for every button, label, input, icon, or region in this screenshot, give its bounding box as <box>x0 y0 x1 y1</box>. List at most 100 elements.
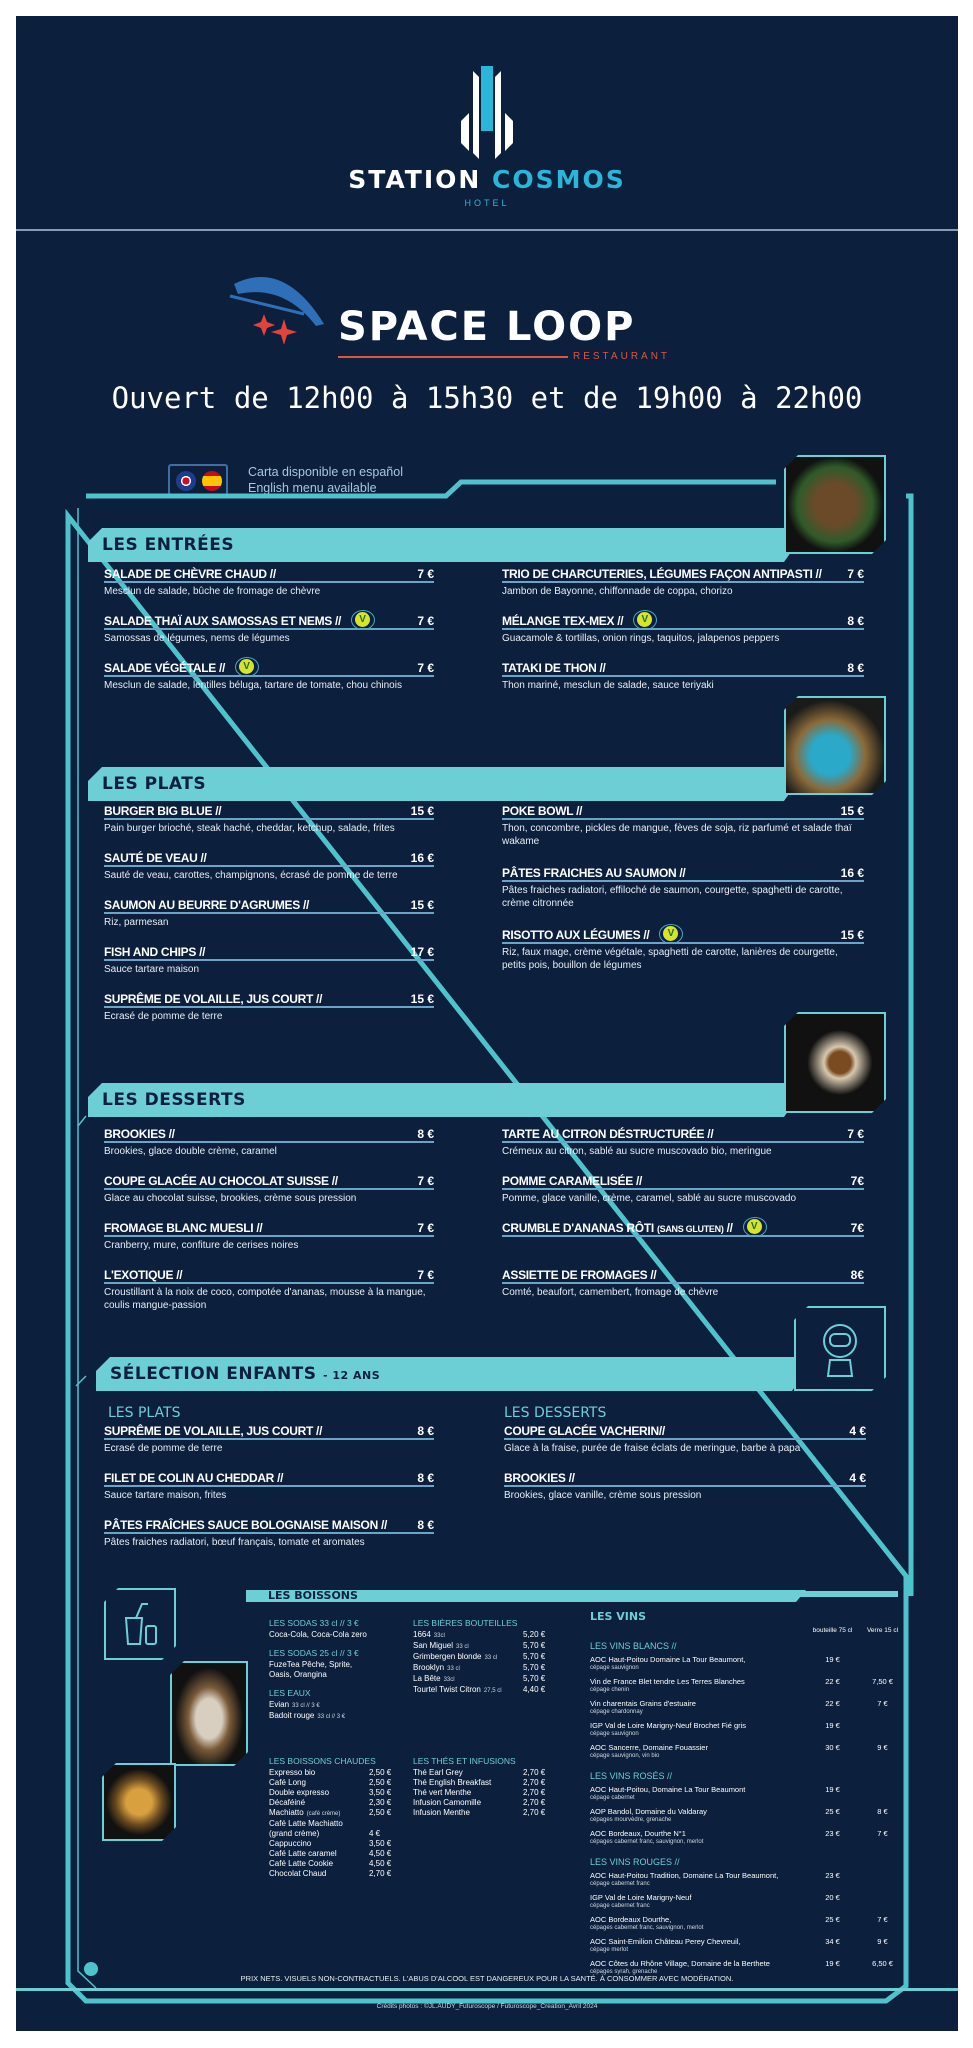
burger-photo <box>784 696 886 795</box>
spain-flag-icon <box>202 471 222 491</box>
drink-item: Badoit rouge 33 cl // 3 € <box>269 1711 399 1722</box>
menu-item-suffix: // <box>726 1221 733 1235</box>
drink-name-text: FuzeTea Pêche, Sprite, <box>269 1660 353 1669</box>
restaurant-name: SPACE LOOP <box>338 304 636 350</box>
menu-item-name: SALADE VÉGÉTALE // <box>104 661 225 675</box>
menu-item: TATAKI DE THON // 8 € Thon mariné, mesclun… <box>502 659 864 706</box>
menu-item: L'EXOTIQUE // 7 € Croustillant à la noix d… <box>104 1266 434 1313</box>
drink-size: 27,5 cl <box>483 1688 502 1694</box>
entrees-left-column: SALADE DE CHÈVRE CHAUD // 7 € Mesclun de s… <box>104 565 434 706</box>
drink-size: 33 cl <box>456 1644 469 1650</box>
menu-item: SALADE DE CHÈVRE CHAUD // 7 € Mesclun de s… <box>104 565 434 612</box>
drink-name: Double expresso <box>269 1788 365 1798</box>
menu-item-header: TARTE AU CITRON DÉSTRUCTURÉE // 7 € <box>502 1125 864 1143</box>
wine-name: AOC Bordeaux Dourthe, <box>590 1915 672 1924</box>
menu-item-title: FISH AND CHIPS // <box>104 945 206 959</box>
menu-item-name: SALADE DE CHÈVRE CHAUD // <box>104 567 276 581</box>
drink-name-text: Machiatto <box>269 1808 304 1817</box>
wine-item: AOC Côtes du Rhône Village, Domaine de l… <box>590 1959 905 1981</box>
menu-item-title: L'EXOTIQUE // <box>104 1268 183 1282</box>
drink-price: 5,70 € <box>523 1652 546 1661</box>
wine-name-block: AOC Bordeaux, Dourthe N°1 cépages caberne… <box>590 1829 805 1851</box>
menu-item-description: Sauté de veau, carottes, champignons, éc… <box>104 870 398 881</box>
drink-price: 2,30 € <box>369 1798 392 1807</box>
wine-name: Vin de France Blet tendre Les Terres Bla… <box>590 1677 745 1686</box>
drinks-category-title: LES BOISSONS CHAUDES <box>269 1756 376 1766</box>
menu-item-description: Glace au chocolat suisse, brookies, crèm… <box>104 1193 357 1204</box>
drink-name: Badoit rouge 33 cl // 3 € <box>269 1711 399 1722</box>
drink-item: Double expresso 3,50 € <box>269 1788 399 1798</box>
wine-glass-price <box>860 1721 905 1743</box>
drink-item: Evian 33 cl // 3 € <box>269 1700 399 1711</box>
menu-item-header: SALADE THAÏ AUX SAMOSSAS ET NEMS // 7 € <box>104 610 434 630</box>
drink-name-text: Expresso bio <box>269 1768 316 1777</box>
menu-item-header: FROMAGE BLANC MUESLI // 7 € <box>104 1219 434 1237</box>
wine-grape: cépages syrah, grenache <box>590 1969 658 1975</box>
menu-item-price: 7 € <box>417 661 434 675</box>
wine-name-block: AOC Haut-Poitou, Domaine La Tour Beaumon… <box>590 1785 805 1807</box>
menu-item-header: ASSIETTE DE FROMAGES // 8€ <box>502 1266 864 1284</box>
drink-name: Infusion Menthe <box>413 1808 519 1818</box>
drink-name-text: Evian <box>269 1700 290 1709</box>
wine-glass-price: 7 € <box>877 1915 888 1924</box>
menu-item-header: POMME CARAMELISÉE // 7€ <box>502 1172 864 1190</box>
menu-item-description: Mesclun de salade, lentilles béluga, tar… <box>104 680 402 691</box>
menu-item-name: L'EXOTIQUE // <box>104 1268 183 1282</box>
menu-item-header: SUPRÊME DE VOLAILLE, JUS COURT // 8 € <box>104 1422 434 1440</box>
vegetarian-icon <box>235 657 260 677</box>
drinks-category-title: LES SODAS 25 cl // 3 € <box>269 1648 359 1658</box>
section-title: LES PLATS <box>102 774 207 794</box>
menu-item: CRUMBLE D'ANANAS RÔTI (SANS GLUTEN) // 7€ <box>502 1217 864 1266</box>
decorative-frame <box>65 479 914 2004</box>
language-note: Carta disponible en español English menu… <box>248 464 403 496</box>
wine-group-title: LES VINS ROUGES // <box>590 1857 680 1867</box>
wine-name-block: AOC Haut-Poitou Domaine La Tour Beaumont… <box>590 1655 805 1677</box>
drink-item: Thé vert Menthe 2,70 € <box>413 1788 553 1798</box>
menu-item: POMME CARAMELISÉE // 7€ Pomme, glace vanil… <box>502 1172 864 1219</box>
wine-name: AOC Côtes du Rhône Village, Domaine de l… <box>590 1959 770 1968</box>
menu-item-name: RISOTTO AUX LÉGUMES // <box>502 928 650 942</box>
menu-item-header: SAUMON AU BEURRE D'AGRUMES // 15 € <box>104 896 434 914</box>
drink-price: 2,70 € <box>523 1808 546 1817</box>
menu-item-title: POKE BOWL // <box>502 804 583 818</box>
drink-price: 4,50 € <box>369 1849 392 1858</box>
menu-item-header: SALADE DE CHÈVRE CHAUD // 7 € <box>104 565 434 583</box>
menu-item-description: Brookies, glace vanille, crème sous pres… <box>504 1490 702 1501</box>
restaurant-logo-line <box>338 356 568 358</box>
menu-item-price: 7 € <box>417 567 434 581</box>
wine-name: IGP Val de Loire Marigny-Neuf Brochet Fi… <box>590 1721 747 1730</box>
wine-item: AOC Haut-Poitou Tradition, Domaine La To… <box>590 1871 905 1893</box>
wine-glass-price: 9 € <box>877 1937 888 1946</box>
menu-item-title: COUPE GLACÉE AU CHOCOLAT SUISSE // <box>104 1174 338 1188</box>
section-title: SÉLECTION ENFANTS <box>110 1364 317 1384</box>
plats-left-column: BURGER BIG BLUE // 15 € Pain burger brioch… <box>104 802 434 1037</box>
drink-name: Machiatto (café crème) <box>269 1808 365 1819</box>
drinks-sodas-waters: LES SODAS 33 cl // 3 € Coca-Cola, Coca-Co… <box>269 1618 399 1722</box>
menu-item-header: BROOKIES // 4 € <box>504 1469 866 1487</box>
wine-grape: cépage merlot <box>590 1947 629 1953</box>
menu-item-price: 4 € <box>849 1424 866 1438</box>
wine-bottle-price: 22 € <box>825 1699 840 1708</box>
drink-name-text: San Miguel <box>413 1641 454 1650</box>
menu-item-title: TATAKI DE THON // <box>502 661 606 675</box>
wine-name-block: AOC Saint-Emilion Château Perey Chevreui… <box>590 1937 805 1959</box>
drink-photo <box>170 1661 248 1766</box>
drink-item: FuzeTea Pêche, Sprite, <box>269 1660 399 1670</box>
menu-item-header: PÂTES FRAICHES AU SAUMON // 16 € <box>502 864 864 882</box>
menu-item-name: TARTE AU CITRON DÉSTRUCTURÉE // <box>502 1127 714 1141</box>
menu-item: PÂTES FRAICHES AU SAUMON // 16 € Pâtes fra… <box>502 864 864 926</box>
drink-name: Café Long <box>269 1778 365 1788</box>
drink-name-text: La Bête <box>413 1674 441 1683</box>
menu-page: STATION COSMOS HOTEL SPACE LOOP RESTAURA… <box>16 16 958 2031</box>
menu-item-header: L'EXOTIQUE // 7 € <box>104 1266 434 1284</box>
wine-name-block: AOC Sancerre, Domaine Fouassier cépage sa… <box>590 1743 805 1765</box>
opening-hours: Ouvert de 12h00 à 15h30 et de 19h00 à 22… <box>111 381 863 415</box>
wine-grape: cépage cabernet franc <box>590 1903 650 1909</box>
kids-desserts-title: LES DESSERTS <box>504 1405 607 1421</box>
menu-item: TRIO DE CHARCUTERIES, LÉGUMES FAÇON ANTI… <box>502 565 864 612</box>
wines-bar <box>584 1591 898 1597</box>
menu-item-description: Cranberry, mure, confiture de cerises no… <box>104 1240 299 1251</box>
wine-grape: cépage sauvignon <box>590 1731 639 1737</box>
wine-bottle-price: 23 € <box>825 1871 840 1880</box>
menu-item: SUPRÊME DE VOLAILLE, JUS COURT // 8 € Ecra… <box>104 1422 434 1469</box>
